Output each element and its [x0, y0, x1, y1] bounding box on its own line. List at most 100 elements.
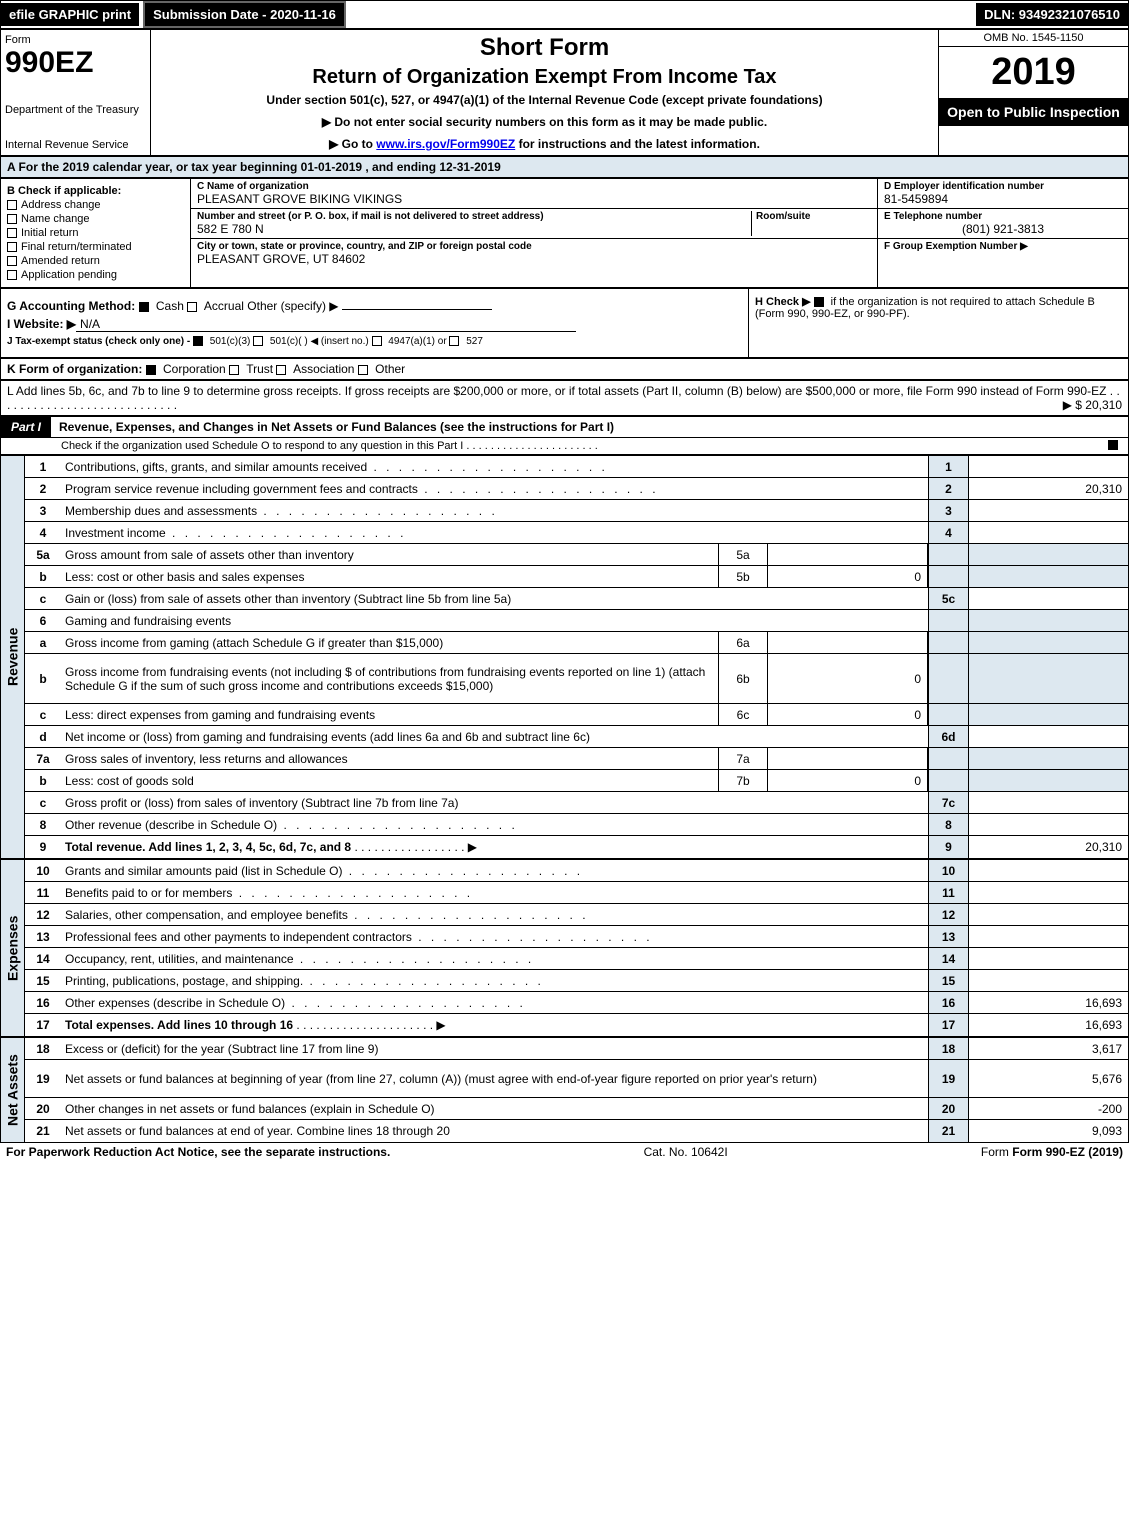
line-20: 20Other changes in net assets or fund ba… [25, 1098, 1128, 1120]
line-7b: bLess: cost of goods sold7b0 [25, 770, 1128, 792]
title-short: Short Form [161, 34, 928, 62]
org-info-block: B Check if applicable: Address change Na… [0, 178, 1129, 288]
instruction-goto: ▶ Go to www.irs.gov/Form990EZ for instru… [161, 137, 928, 151]
irs-label: Internal Revenue Service [5, 139, 146, 151]
checkbox-icon[interactable] [7, 228, 17, 238]
group-exemption-row: F Group Exemption Number ▶ [878, 239, 1128, 267]
assoc-checkbox[interactable] [276, 365, 286, 375]
name-change-option[interactable]: Name change [7, 213, 184, 225]
accounting-method: G Accounting Method: Cash Accrual Other … [7, 299, 742, 313]
cash-checkbox[interactable] [139, 302, 149, 312]
checkbox-icon[interactable] [7, 242, 17, 252]
l-amount: ▶ $ 20,310 [1063, 398, 1122, 412]
title-return: Return of Organization Exempt From Incom… [161, 66, 928, 89]
line-7c: cGross profit or (loss) from sales of in… [25, 792, 1128, 814]
addr-change-option[interactable]: Address change [7, 199, 184, 211]
website-value: N/A [76, 317, 576, 332]
ein-row: D Employer identification number 81-5459… [878, 179, 1128, 209]
group-label: F Group Exemption Number ▶ [884, 241, 1122, 252]
revenue-body: 1Contributions, gifts, grants, and simil… [25, 456, 1128, 858]
line-1: 1Contributions, gifts, grants, and simil… [25, 456, 1128, 478]
tax-exempt-status: J Tax-exempt status (check only one) - 5… [7, 336, 742, 347]
line-10: 10Grants and similar amounts paid (list … [25, 860, 1128, 882]
net-assets-body: 18Excess or (deficit) for the year (Subt… [25, 1038, 1128, 1142]
line-6a: aGross income from gaming (attach Schedu… [25, 632, 1128, 654]
footer-right: Form Form 990-EZ (2019) [981, 1145, 1123, 1159]
addr-label: Number and street (or P. O. box, if mail… [197, 211, 751, 222]
dept-treasury: Department of the Treasury [5, 104, 146, 116]
footer-center: Cat. No. 10642I [644, 1145, 728, 1159]
header-left: Form 990EZ Department of the Treasury In… [1, 30, 151, 155]
top-left-group: efile GRAPHIC print Submission Date - 20… [1, 1, 346, 28]
top-bar: efile GRAPHIC print Submission Date - 20… [0, 0, 1129, 29]
line-5a: 5aGross amount from sale of assets other… [25, 544, 1128, 566]
amended-return-option[interactable]: Amended return [7, 255, 184, 267]
app-pending-option[interactable]: Application pending [7, 269, 184, 281]
city-label: City or town, state or province, country… [197, 241, 871, 252]
ein-value: 81-5459894 [884, 192, 1122, 206]
col-b-title: B Check if applicable: [7, 185, 184, 197]
checkbox-icon[interactable] [7, 256, 17, 266]
gh-left: G Accounting Method: Cash Accrual Other … [1, 289, 748, 357]
527-checkbox[interactable] [449, 336, 459, 346]
revenue-table: Revenue 1Contributions, gifts, grants, a… [0, 455, 1129, 859]
schedule-b-checkbox[interactable] [814, 297, 824, 307]
expenses-label: Expenses [1, 860, 25, 1036]
phone-value: (801) 921-3813 [884, 222, 1122, 236]
dln-label: DLN: 93492321076510 [976, 3, 1128, 26]
other-specify-input[interactable] [342, 309, 492, 310]
line-6: 6Gaming and fundraising events [25, 610, 1128, 632]
other-checkbox[interactable] [358, 365, 368, 375]
column-c-name-addr: C Name of organization PLEASANT GROVE BI… [191, 179, 878, 287]
expenses-body: 10Grants and similar amounts paid (list … [25, 860, 1128, 1036]
gh-right: H Check ▶ if the organization is not req… [748, 289, 1128, 357]
footer: For Paperwork Reduction Act Notice, see … [0, 1143, 1129, 1161]
efile-button[interactable]: efile GRAPHIC print [1, 3, 139, 26]
street-address: 582 E 780 N [197, 222, 751, 236]
footer-left: For Paperwork Reduction Act Notice, see … [6, 1145, 390, 1159]
org-name-row: C Name of organization PLEASANT GROVE BI… [191, 179, 877, 209]
section-g-h-i-j: G Accounting Method: Cash Accrual Other … [0, 288, 1129, 358]
revenue-label: Revenue [1, 456, 25, 858]
line-15: 15Printing, publications, postage, and s… [25, 970, 1128, 992]
city-state-zip: PLEASANT GROVE, UT 84602 [197, 252, 871, 266]
l-gross-receipts: L Add lines 5b, 6c, and 7b to line 9 to … [0, 380, 1129, 416]
line-11: 11Benefits paid to or for members11 [25, 882, 1128, 904]
line-6c: cLess: direct expenses from gaming and f… [25, 704, 1128, 726]
line-2: 2Program service revenue including gover… [25, 478, 1128, 500]
irs-link[interactable]: www.irs.gov/Form990EZ [376, 137, 515, 151]
line-17: 17Total expenses. Add lines 10 through 1… [25, 1014, 1128, 1036]
line-4: 4Investment income4 [25, 522, 1128, 544]
website-row: I Website: ▶N/A [7, 317, 742, 332]
line-18: 18Excess or (deficit) for the year (Subt… [25, 1038, 1128, 1060]
trust-checkbox[interactable] [229, 365, 239, 375]
checkbox-icon[interactable] [7, 214, 17, 224]
column-d-e-f: D Employer identification number 81-5459… [878, 179, 1128, 287]
line-8: 8Other revenue (describe in Schedule O)8 [25, 814, 1128, 836]
checkbox-icon[interactable] [7, 270, 17, 280]
form-label: Form [5, 34, 146, 46]
k-form-of-org: K Form of organization: Corporation Trus… [0, 358, 1129, 380]
instruction-ssn: ▶ Do not enter social security numbers o… [161, 115, 928, 129]
submission-date-button[interactable]: Submission Date - 2020-11-16 [143, 1, 346, 28]
phone-label: E Telephone number [884, 211, 1122, 222]
line-13: 13Professional fees and other payments t… [25, 926, 1128, 948]
501c3-checkbox[interactable] [193, 336, 203, 346]
501c-checkbox[interactable] [253, 336, 263, 346]
schedule-o-checkbox[interactable] [1108, 440, 1118, 450]
header-center: Short Form Return of Organization Exempt… [151, 30, 938, 155]
line-12: 12Salaries, other compensation, and empl… [25, 904, 1128, 926]
subtitle: Under section 501(c), 527, or 4947(a)(1)… [161, 93, 928, 107]
checkbox-icon[interactable] [7, 200, 17, 210]
accrual-checkbox[interactable] [187, 302, 197, 312]
ein-label: D Employer identification number [884, 181, 1122, 192]
final-return-option[interactable]: Final return/terminated [7, 241, 184, 253]
4947-checkbox[interactable] [372, 336, 382, 346]
line-5b: bLess: cost or other basis and sales exp… [25, 566, 1128, 588]
corp-checkbox[interactable] [146, 365, 156, 375]
part-1-sub: Check if the organization used Schedule … [0, 438, 1129, 455]
open-inspection: Open to Public Inspection [939, 98, 1128, 126]
inst2-post: for instructions and the latest informat… [515, 137, 760, 151]
initial-return-option[interactable]: Initial return [7, 227, 184, 239]
tax-period-row: A For the 2019 calendar year, or tax yea… [0, 156, 1129, 178]
